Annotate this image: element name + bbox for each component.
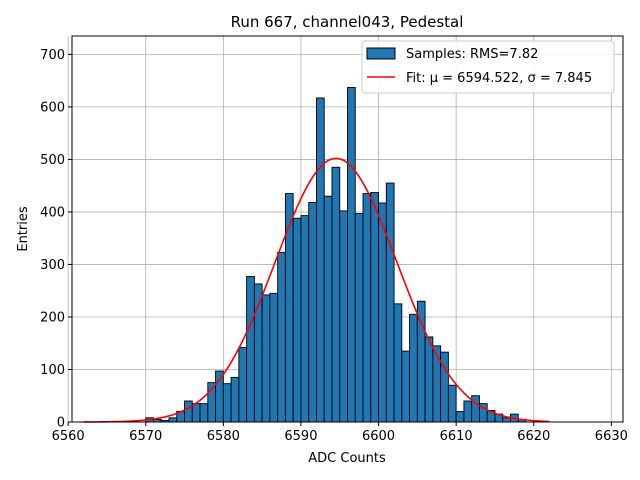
legend-label-fit: Fit: μ = 6594.522, σ = 7.845 bbox=[406, 71, 592, 86]
histogram-bar bbox=[347, 87, 356, 423]
histogram-bar bbox=[191, 403, 201, 423]
x-tick-label: 6610 bbox=[440, 429, 473, 444]
histogram-bar bbox=[471, 395, 480, 423]
histogram-bar bbox=[463, 400, 473, 423]
histogram-bar bbox=[354, 213, 364, 423]
legend-swatch-samples bbox=[366, 47, 396, 60]
histogram-bar bbox=[401, 350, 411, 423]
y-axis-ticks: 0 100 200 300 400 500 600 700 bbox=[40, 48, 72, 431]
histogram-bar bbox=[246, 276, 255, 423]
histogram-bar bbox=[199, 403, 209, 423]
legend-label-samples: Samples: RMS=7.82 bbox=[406, 47, 538, 62]
histogram-bar bbox=[284, 193, 294, 423]
y-tick-label: 600 bbox=[40, 100, 65, 115]
plot-frame bbox=[71, 35, 624, 423]
legend-box bbox=[361, 40, 615, 94]
histogram-bar bbox=[416, 300, 426, 423]
histogram-bar bbox=[277, 251, 286, 423]
histogram-bars bbox=[145, 87, 527, 423]
histogram-bar bbox=[261, 294, 271, 423]
histogram-bar bbox=[339, 210, 348, 423]
histogram-bar bbox=[447, 384, 457, 423]
histogram-bar bbox=[378, 202, 387, 423]
histogram-bar bbox=[168, 417, 178, 423]
histogram-bar bbox=[230, 376, 240, 423]
histogram-bar bbox=[393, 303, 403, 423]
histogram-bar bbox=[300, 215, 310, 423]
histogram-bar bbox=[502, 417, 511, 423]
y-tick-label: 500 bbox=[40, 153, 65, 168]
histogram-bar bbox=[269, 292, 279, 423]
histogram-bar bbox=[370, 192, 379, 423]
histogram-bar bbox=[409, 313, 418, 423]
histogram-bar bbox=[238, 346, 248, 423]
x-tick-label: 6570 bbox=[129, 429, 162, 444]
chart-title: Run 667, channel043, Pedestal bbox=[231, 13, 464, 31]
histogram-bar bbox=[292, 217, 302, 423]
histogram-bar bbox=[455, 411, 465, 423]
histogram-bar bbox=[184, 400, 193, 423]
x-tick-label: 6580 bbox=[207, 429, 240, 444]
histogram-bar bbox=[323, 195, 333, 423]
x-tick-label: 6560 bbox=[52, 429, 85, 444]
histogram-bar bbox=[432, 345, 442, 423]
x-tick-label: 6620 bbox=[517, 429, 550, 444]
y-tick-label: 400 bbox=[40, 205, 65, 220]
y-axis-title: Entries bbox=[16, 206, 31, 252]
histogram-bar bbox=[331, 166, 341, 423]
histogram-bar bbox=[362, 193, 372, 423]
y-tick-label: 200 bbox=[40, 310, 65, 325]
y-tick-label: 300 bbox=[40, 258, 65, 273]
y-tick-label: 700 bbox=[40, 48, 65, 63]
histogram-bar bbox=[316, 97, 325, 423]
legend: Samples: RMS=7.82 Fit: μ = 6594.522, σ =… bbox=[361, 40, 615, 94]
histogram-bar bbox=[424, 336, 434, 423]
fit-curve-layer bbox=[83, 157, 550, 423]
x-axis-ticks: 6560 6570 6580 6590 6600 6610 6620 6630 bbox=[52, 422, 628, 444]
histogram-bar bbox=[222, 383, 232, 423]
x-tick-label: 6630 bbox=[595, 429, 628, 444]
x-tick-label: 6600 bbox=[362, 429, 395, 444]
y-tick-label: 100 bbox=[40, 363, 65, 378]
y-tick-label: 0 bbox=[57, 416, 65, 431]
x-tick-label: 6590 bbox=[284, 429, 317, 444]
histogram-bar bbox=[308, 202, 317, 423]
x-axis-title: ADC Counts bbox=[308, 451, 386, 466]
fit-curve bbox=[83, 157, 550, 423]
histogram-bar bbox=[385, 182, 395, 423]
